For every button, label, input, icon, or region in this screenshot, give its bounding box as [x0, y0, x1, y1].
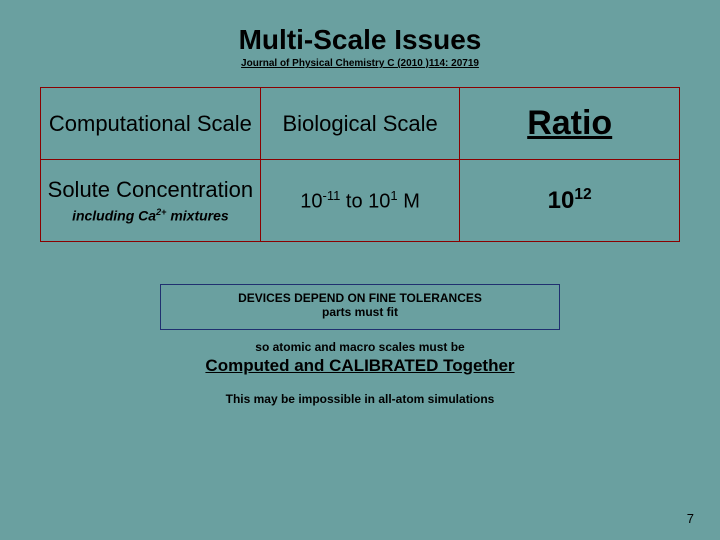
header-text: Biological Scale	[267, 111, 454, 137]
solute-sub-prefix: including Ca	[72, 208, 156, 224]
bio-exp1: -11	[323, 188, 341, 203]
cell-biological-value: 10-11 to 101 M	[260, 160, 460, 242]
ratio-exp: 12	[574, 186, 591, 203]
computed-line: Computed and CALIBRATED Together	[30, 356, 690, 376]
slide-title: Multi-Scale Issues	[30, 24, 690, 56]
box-line1: DEVICES DEPEND ON FINE TOLERANCES	[169, 291, 551, 305]
header-text: Computational Scale	[47, 111, 254, 137]
ratio-base: 10	[548, 187, 575, 214]
header-ratio: Ratio	[460, 88, 680, 160]
solute-sub-sup: 2+	[156, 207, 166, 217]
biological-value: 10-11 to 101 M	[267, 188, 454, 214]
table-data-row: Solute Concentration including Ca2+ mixt…	[41, 160, 680, 242]
impossible-line: This may be impossible in all-atom simul…	[30, 392, 690, 406]
solute-sub-suffix: mixtures	[166, 208, 228, 224]
ratio-value: 1012	[466, 186, 673, 215]
table-header-row: Computational Scale Biological Scale Rat…	[41, 88, 680, 160]
header-biological: Biological Scale	[260, 88, 460, 160]
page-number: 7	[687, 511, 694, 526]
header-computational: Computational Scale	[41, 88, 261, 160]
cell-ratio-value: 1012	[460, 160, 680, 242]
box-line2: parts must fit	[169, 305, 551, 319]
cell-solute: Solute Concentration including Ca2+ mixt…	[41, 160, 261, 242]
bio-prefix: 10	[300, 190, 322, 212]
slide-subtitle: Journal of Physical Chemistry C (2010 )1…	[30, 58, 690, 69]
solute-main: Solute Concentration	[47, 177, 254, 203]
comparison-table: Computational Scale Biological Scale Rat…	[40, 87, 680, 242]
slide: Multi-Scale Issues Journal of Physical C…	[0, 0, 720, 540]
bio-exp2: 1	[390, 188, 397, 203]
bio-mid: to 10	[340, 190, 390, 212]
solute-sub: including Ca2+ mixtures	[47, 207, 254, 224]
ratio-header: Ratio	[466, 104, 673, 143]
mid-line: so atomic and macro scales must be	[30, 340, 690, 354]
bio-suffix: M	[398, 190, 420, 212]
tolerance-box: DEVICES DEPEND ON FINE TOLERANCES parts …	[160, 284, 560, 330]
